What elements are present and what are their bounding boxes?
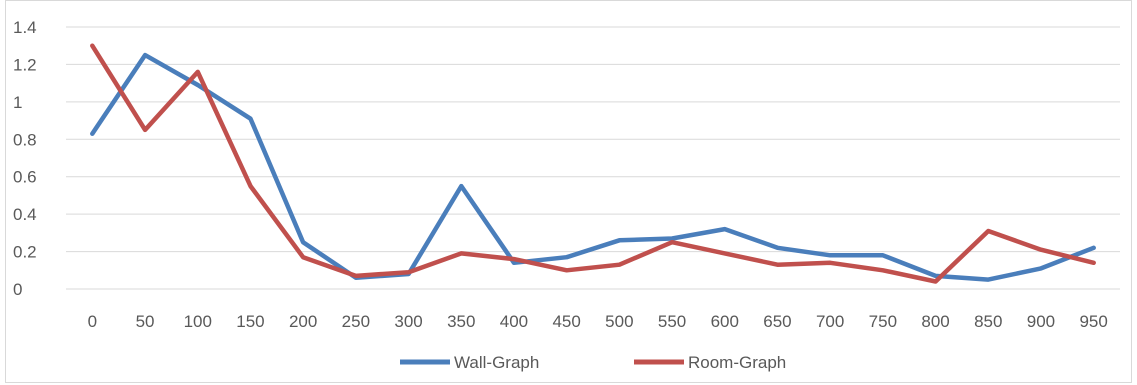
x-tick-label: 700 — [816, 312, 844, 331]
x-tick-label: 350 — [447, 312, 475, 331]
legend-label: Room-Graph — [688, 353, 786, 372]
x-tick-label: 400 — [500, 312, 528, 331]
x-tick-label: 750 — [869, 312, 897, 331]
y-tick-label: 0.6 — [13, 168, 37, 187]
x-tick-label: 550 — [658, 312, 686, 331]
y-tick-label: 0 — [13, 280, 22, 299]
x-axis-tick-labels: 0 50 100 150 200 250 300 350 400 450 500 550 600 650 7… — [88, 312, 1108, 331]
x-tick-label: 50 — [136, 312, 155, 331]
chart-frame — [5, 0, 1132, 383]
x-tick-label: 300 — [394, 312, 422, 331]
legend: Wall-Graph Room-Graph — [400, 353, 786, 372]
x-tick-label: 800 — [921, 312, 949, 331]
legend-label: Wall-Graph — [454, 353, 539, 372]
x-tick-label: 150 — [236, 312, 264, 331]
y-tick-label: 1.2 — [13, 55, 37, 74]
y-tick-label: 0.4 — [13, 205, 37, 224]
x-tick-label: 650 — [763, 312, 791, 331]
y-axis-tick-labels: 0 0.2 0.4 0.6 0.8 1 1.2 1.4 — [13, 18, 37, 299]
y-tick-label: 1.4 — [13, 18, 37, 37]
y-tick-label: 1 — [13, 93, 22, 112]
x-tick-label: 100 — [184, 312, 212, 331]
x-tick-label: 600 — [711, 312, 739, 331]
x-tick-label: 450 — [552, 312, 580, 331]
x-tick-label: 250 — [342, 312, 370, 331]
x-tick-label: 950 — [1079, 312, 1107, 331]
series-line-wall-graph — [90, 52, 1096, 282]
x-tick-label: 500 — [605, 312, 633, 331]
y-tick-label: 0.8 — [13, 130, 37, 149]
gridlines — [66, 26, 1120, 290]
x-tick-label: 200 — [289, 312, 317, 331]
series-line-room-graph — [90, 43, 1096, 284]
x-tick-label: 0 — [88, 312, 97, 331]
series-lines — [90, 43, 1096, 284]
x-tick-label: 900 — [1027, 312, 1055, 331]
y-tick-label: 0.2 — [13, 243, 37, 262]
x-tick-label: 850 — [974, 312, 1002, 331]
